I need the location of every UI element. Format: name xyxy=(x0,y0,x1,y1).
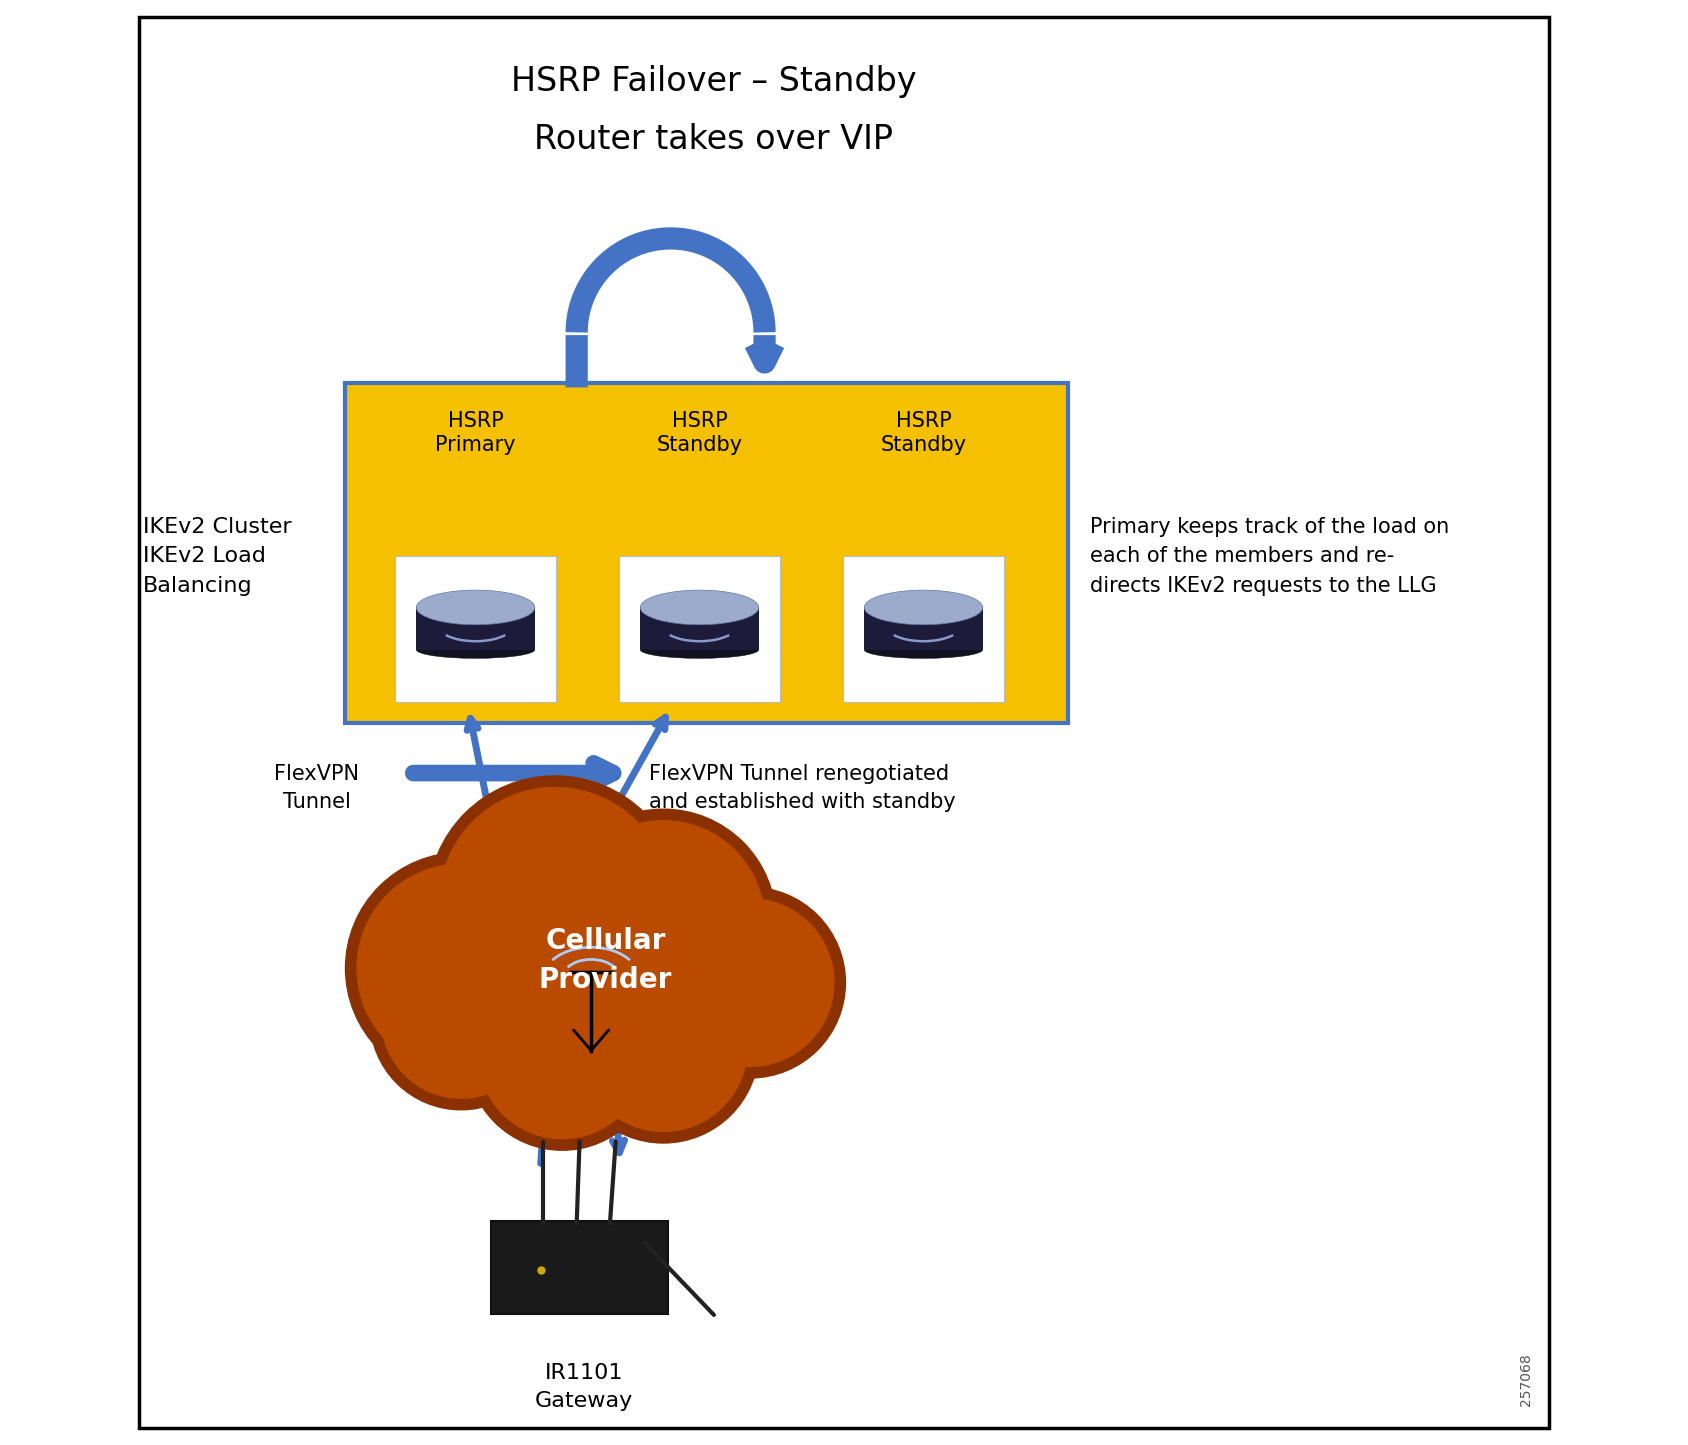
Ellipse shape xyxy=(640,590,758,624)
Circle shape xyxy=(468,959,658,1150)
FancyBboxPatch shape xyxy=(844,556,1004,702)
FancyBboxPatch shape xyxy=(491,1221,668,1314)
FancyBboxPatch shape xyxy=(864,607,982,650)
Text: FlexVPN Tunnel renegotiated
and established with standby: FlexVPN Tunnel renegotiated and establis… xyxy=(648,763,955,812)
Circle shape xyxy=(550,809,776,1035)
Circle shape xyxy=(439,788,670,1019)
Circle shape xyxy=(478,971,647,1139)
Ellipse shape xyxy=(417,590,535,624)
Circle shape xyxy=(358,864,565,1072)
Ellipse shape xyxy=(864,642,982,659)
Circle shape xyxy=(427,776,682,1030)
Text: Router takes over VIP: Router takes over VIP xyxy=(535,123,893,156)
Circle shape xyxy=(370,928,552,1110)
Circle shape xyxy=(655,887,846,1078)
Text: IKEv2 Cluster
IKEv2 Load
Balancing: IKEv2 Cluster IKEv2 Load Balancing xyxy=(143,517,292,595)
Text: HSRP
Standby: HSRP Standby xyxy=(657,412,743,455)
Circle shape xyxy=(667,899,834,1066)
Text: 257068: 257068 xyxy=(1519,1353,1533,1406)
Ellipse shape xyxy=(640,642,758,659)
Circle shape xyxy=(579,964,748,1131)
Ellipse shape xyxy=(417,642,535,659)
Circle shape xyxy=(381,939,540,1098)
FancyBboxPatch shape xyxy=(417,607,535,650)
Text: HSRP
Primary: HSRP Primary xyxy=(436,412,517,455)
Circle shape xyxy=(567,952,758,1143)
FancyBboxPatch shape xyxy=(619,556,780,702)
Circle shape xyxy=(562,821,765,1023)
Text: HSRP
Standby: HSRP Standby xyxy=(881,412,967,455)
FancyBboxPatch shape xyxy=(640,607,758,650)
FancyBboxPatch shape xyxy=(395,556,555,702)
Text: IR1101
Gateway: IR1101 Gateway xyxy=(535,1363,633,1410)
Text: HSRP Failover – Standby: HSRP Failover – Standby xyxy=(511,65,917,98)
Text: FlexVPN
Tunnel: FlexVPN Tunnel xyxy=(273,763,360,812)
Ellipse shape xyxy=(864,590,982,624)
Text: Primary keeps track of the load on
each of the members and re-
directs IKEv2 req: Primary keeps track of the load on each … xyxy=(1090,517,1448,595)
Text: Cellular
Provider: Cellular Provider xyxy=(538,928,672,994)
Circle shape xyxy=(346,853,577,1084)
FancyBboxPatch shape xyxy=(346,383,1069,722)
